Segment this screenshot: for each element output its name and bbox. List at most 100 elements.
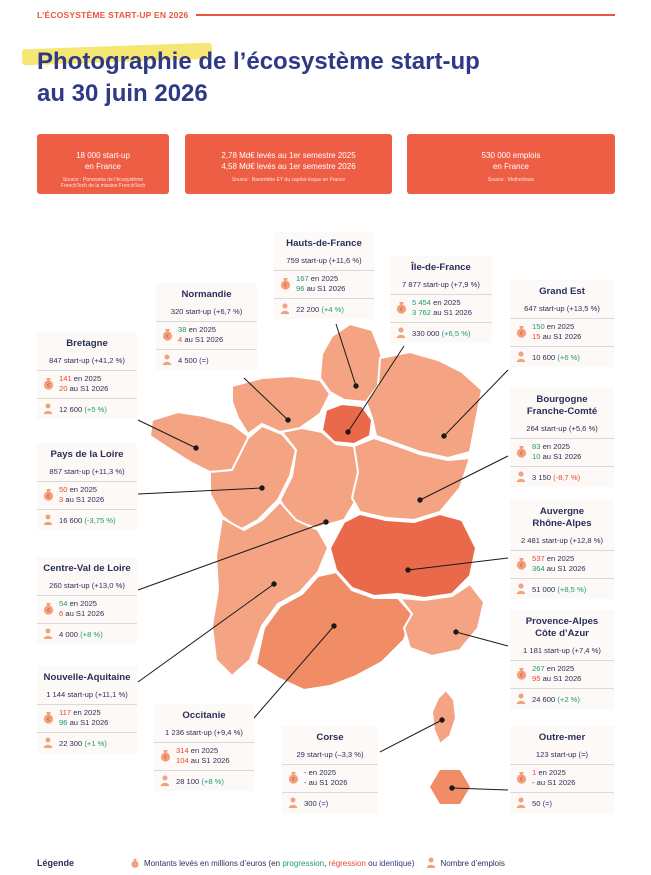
card-occitanie[interactable]: Occitanie 1 236 start-up (+9,4 %) € 314 … bbox=[154, 704, 254, 791]
funds-2026-value: 6 bbox=[59, 608, 64, 618]
card-corse[interactable]: Corse 29 start-up (–3,3 %) € - en 2025 -… bbox=[282, 726, 378, 813]
person-icon bbox=[516, 583, 528, 597]
jobs-value: 22 300 bbox=[59, 739, 83, 748]
jobs-value: 4 500 bbox=[178, 356, 198, 365]
map-region-pays-de-la-loire[interactable] bbox=[209, 425, 297, 531]
card-outre-mer[interactable]: Outre-mer 123 start-up (=) € 1 en 2025 -… bbox=[510, 726, 614, 813]
legend: Légende Montants levés en millions d’eur… bbox=[37, 856, 637, 870]
jobs-value: 330 000 bbox=[412, 329, 440, 338]
card-paca[interactable]: Provence-Alpes Côte d’Azur 1 181 start-u… bbox=[510, 610, 614, 709]
funds-2025-value: 267 bbox=[532, 663, 545, 673]
legend-regression: régression bbox=[328, 858, 366, 868]
region-title: Île-de-France bbox=[411, 262, 471, 273]
map-region-paca[interactable] bbox=[399, 583, 485, 657]
jobs-change: (+8 %) bbox=[201, 777, 224, 786]
funds-2026-label: au S1 2026 bbox=[67, 717, 109, 727]
funds-2026-label: au S1 2026 bbox=[534, 777, 576, 787]
card-grand-est[interactable]: Grand Est 647 start-up (+13,5 %) € 150 e… bbox=[510, 280, 614, 367]
funds-2025-value: 141 bbox=[59, 373, 72, 383]
map-region-auvergne[interactable] bbox=[329, 513, 477, 599]
legend-identique: identique bbox=[379, 858, 412, 868]
kpi-startups-text: 18 000 start-up en France bbox=[76, 151, 130, 171]
region-summary: 264 start-up (+5,6 %) bbox=[510, 424, 614, 439]
funds-2026-label: au S1 2026 bbox=[306, 777, 348, 787]
map-region-normandie[interactable] bbox=[231, 375, 331, 435]
card-hauts-de-france[interactable]: Hauts-de-France 759 start-up (+11,6 %) €… bbox=[274, 232, 374, 319]
money-bag-icon: € bbox=[516, 553, 528, 574]
region-title: Bourgogne Franche-Comté bbox=[526, 394, 598, 417]
funds-2026-label: au S1 2026 bbox=[544, 563, 586, 573]
header-rule bbox=[196, 14, 615, 16]
card-pays-de-la-loire[interactable]: Pays de la Loire 857 start-up (+11,3 %) … bbox=[37, 443, 137, 530]
funds-2025-label: en 2025 bbox=[431, 297, 461, 307]
money-bag-icon bbox=[130, 855, 144, 871]
region-title: Normandie bbox=[181, 289, 232, 300]
funds-2025-value: 50 bbox=[59, 484, 68, 494]
money-bag-icon: € bbox=[43, 707, 55, 728]
funds-2025-value: 117 bbox=[59, 707, 72, 717]
jobs-change: (-8,7 %) bbox=[553, 473, 581, 482]
region-summary: 7 877 start-up (+7,9 %) bbox=[390, 280, 492, 295]
kpi-startups-source: Source : Panorama de l’écosystème French… bbox=[60, 177, 146, 189]
funds-2025-value: 150 bbox=[532, 321, 545, 331]
jobs-value: 28 100 bbox=[176, 777, 200, 786]
map-region-bourgogne[interactable] bbox=[351, 437, 471, 521]
kpi-jobs-text: 530 000 emplois en France bbox=[481, 151, 541, 171]
person-icon bbox=[426, 857, 440, 870]
legend-funds-suffix: ) bbox=[411, 858, 415, 868]
jobs-change: (+8 %) bbox=[80, 630, 103, 639]
person-icon bbox=[516, 797, 528, 811]
svg-text:€: € bbox=[284, 283, 287, 289]
funds-2025-value: 38 bbox=[178, 324, 187, 334]
funds-2026-label: au S1 2026 bbox=[182, 334, 224, 344]
jobs-change: (+6,5 %) bbox=[441, 329, 471, 338]
funds-2026-value: - bbox=[304, 777, 307, 787]
money-bag-icon: € bbox=[162, 324, 174, 345]
map-region-bretagne[interactable] bbox=[149, 411, 249, 473]
region-title: Outre-mer bbox=[538, 732, 586, 743]
card-auvergne[interactable]: Auvergne Rhône-Alpes 2 481 start-up (+12… bbox=[510, 500, 614, 599]
card-nouvelle-aquitaine[interactable]: Nouvelle-Aquitaine 1 144 start-up (+11,1… bbox=[37, 666, 137, 753]
leader-centre-val-de-loire bbox=[137, 521, 327, 591]
leader-bourgogne bbox=[419, 455, 509, 501]
legend-title: Légende bbox=[37, 858, 75, 868]
card-normandie[interactable]: Normandie 320 start-up (+6,7 %) € 38 en … bbox=[156, 283, 257, 370]
svg-text:€: € bbox=[47, 717, 50, 723]
kpi-jobs: 530 000 emplois en France Source : Mothe… bbox=[407, 134, 615, 194]
svg-text:€: € bbox=[520, 331, 523, 337]
funds-2026-label: au S1 2026 bbox=[63, 608, 105, 618]
map-region-corse[interactable] bbox=[431, 689, 457, 745]
map-region-centre-val-de-loire[interactable] bbox=[279, 427, 363, 529]
funds-2025-value: - bbox=[304, 767, 307, 777]
region-title: Provence-Alpes Côte d’Azur bbox=[525, 616, 599, 639]
card-ile-de-france[interactable]: Île-de-France 7 877 start-up (+7,9 %) € … bbox=[390, 256, 492, 343]
section-label: L’ÉCOSYSTÈME START-UP EN 2026 bbox=[37, 10, 189, 20]
money-bag-icon: € bbox=[516, 321, 528, 342]
card-bourgogne[interactable]: Bourgogne Franche-Comté 264 start-up (+5… bbox=[510, 388, 614, 487]
svg-text:€: € bbox=[520, 673, 523, 679]
kpi-jobs-source: Source : Motherbase bbox=[487, 177, 535, 183]
map-region-grand-est[interactable] bbox=[365, 351, 483, 459]
funds-2025-label: en 2025 bbox=[544, 553, 575, 563]
funds-2026-value: 15 bbox=[532, 331, 541, 341]
leader-normandie bbox=[243, 377, 289, 421]
legend-jobs-label: Nombre d’emplois bbox=[440, 858, 505, 868]
person-icon bbox=[43, 628, 55, 642]
leader-paca bbox=[455, 631, 509, 647]
funds-2026-label: au S1 2026 bbox=[63, 494, 105, 504]
map-region-nouvelle-aquitaine[interactable] bbox=[211, 501, 329, 677]
funds-2026-label: au S1 2026 bbox=[540, 331, 582, 341]
card-bretagne[interactable]: Bretagne 847 start-up (+41,2 %) € 141 en… bbox=[37, 332, 137, 419]
svg-text:€: € bbox=[520, 563, 523, 569]
svg-text:€: € bbox=[47, 494, 50, 500]
funds-2025-label: en 2025 bbox=[544, 321, 575, 331]
funds-2025-label: en 2025 bbox=[540, 441, 571, 451]
card-centre-val-de-loire[interactable]: Centre-Val de Loire 260 start-up (+13,0 … bbox=[37, 557, 137, 644]
jobs-value: 50 bbox=[532, 799, 541, 808]
funds-2026-value: 10 bbox=[532, 451, 541, 461]
region-title: Occitanie bbox=[182, 710, 226, 721]
region-title: Nouvelle-Aquitaine bbox=[43, 672, 131, 683]
funds-2026-label: au S1 2026 bbox=[540, 673, 582, 683]
funds-2026-value: 96 bbox=[59, 717, 68, 727]
legend-sep-2: ou bbox=[365, 858, 380, 868]
